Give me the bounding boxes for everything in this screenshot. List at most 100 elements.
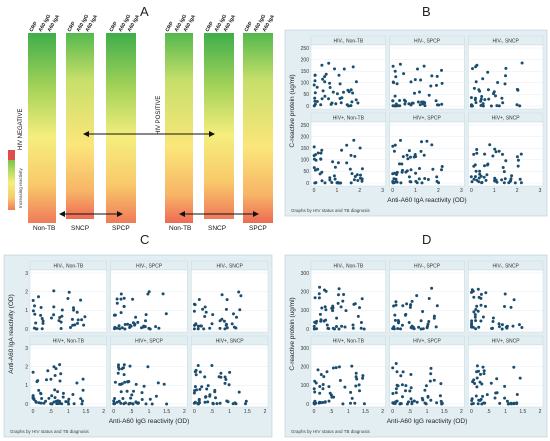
data-point [71,323,75,327]
data-point [472,310,476,314]
data-point [477,176,481,180]
facet-plot-area [389,44,465,110]
data-point [205,387,209,391]
data-point [131,297,135,301]
facet-label: HIV-, Non-TB [53,264,83,270]
data-point [206,400,210,404]
data-point [143,325,147,329]
facet-plot-area [110,269,188,333]
data-point [134,315,138,319]
data-point [320,306,324,310]
data-point [484,291,488,295]
graph-note: Graphs by HIV status and TB diagnosis [10,429,89,434]
data-point [238,308,242,312]
y-axis-label: C-reactive protein (ug/ml) [289,297,296,370]
graph-note: Graphs by HIV status and TB diagnosis [291,208,370,213]
data-point [122,304,126,308]
data-point [515,402,519,406]
data-point [478,380,482,384]
data-point [46,369,50,373]
x-tick-label: .5 [408,409,412,415]
data-point [509,177,513,181]
y-tick-label: 0 [25,327,28,333]
data-point [57,319,61,323]
data-point [419,78,423,82]
data-point [54,367,58,371]
data-point [422,64,426,68]
data-point [474,101,478,105]
data-point [412,399,416,403]
data-point [440,165,444,168]
x-tick-label: 3 [381,188,384,194]
data-point [323,80,327,84]
data-point [131,321,135,325]
data-point [401,395,404,399]
facet-plot-area [389,121,465,187]
data-point [479,99,483,103]
data-point [516,164,520,168]
facet-label: HIV+, Non-TB [333,116,365,122]
data-point [204,395,208,399]
y-tick-label: 200 [301,364,310,370]
data-point [497,325,501,329]
data-point [325,323,329,327]
data-point [482,175,486,179]
data-point [481,315,485,319]
data-point [428,379,432,383]
data-point [424,384,428,388]
data-point [478,169,482,173]
data-point [195,388,199,392]
data-point [420,396,424,400]
data-point [58,401,62,405]
data-point [500,323,504,327]
data-point [148,397,152,401]
data-point [203,305,207,309]
data-point [83,315,87,319]
data-point [154,325,158,329]
data-point [482,372,486,376]
data-point [471,380,475,384]
data-point [341,402,345,406]
data-point [475,376,479,380]
data-point [393,318,397,322]
data-point [203,400,207,404]
x-axis-label: Anti-A60 IgG reactivity (OD) [387,418,468,425]
data-point [156,381,160,385]
data-point [157,326,161,330]
data-point [197,298,201,301]
data-point [411,101,415,105]
data-point [471,67,474,71]
data-point [403,102,407,106]
hm-group-spcp: SPCP [249,225,267,232]
data-point [140,398,144,401]
data-point [515,103,519,107]
data-point [430,286,434,290]
data-point [349,181,353,185]
x-tick-label: 2 [183,409,186,415]
data-point [470,321,474,325]
data-point [488,143,492,147]
data-point [510,402,513,406]
data-point [408,305,412,309]
data-point [407,149,411,153]
data-point [226,400,230,404]
data-point [324,308,328,312]
data-point [518,177,522,181]
data-point [217,375,221,379]
data-point [409,155,412,159]
data-point [331,326,335,330]
data-point [36,379,40,383]
data-point [429,84,433,88]
data-point [127,402,131,406]
data-point [113,380,117,384]
data-point [59,327,63,330]
data-point [117,324,121,328]
data-point [327,61,331,65]
data-point [319,373,323,376]
data-point [476,402,480,406]
data-point [342,90,345,94]
data-point [485,173,489,177]
data-point [39,392,43,396]
data-point [206,384,210,388]
